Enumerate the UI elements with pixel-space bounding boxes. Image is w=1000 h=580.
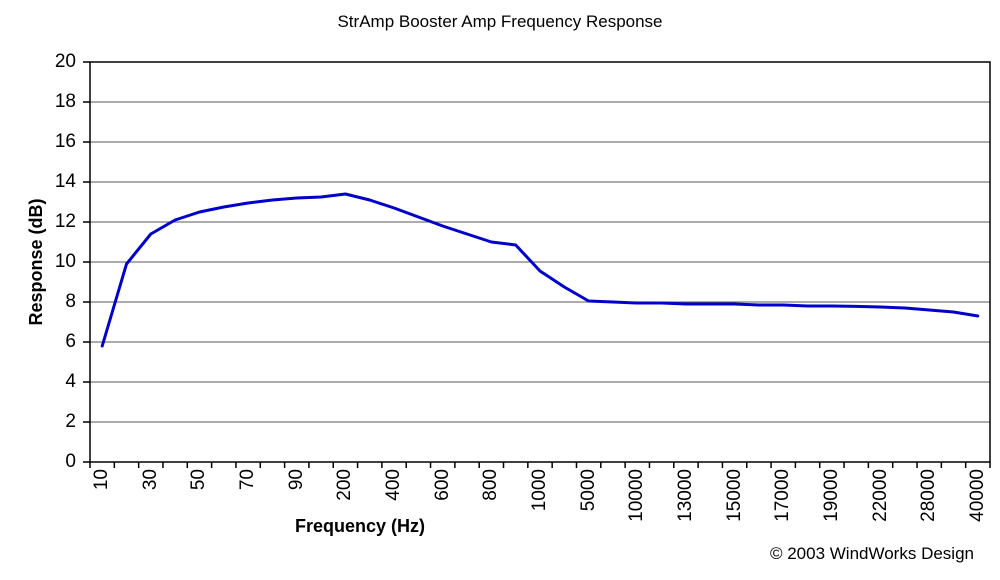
y-tick-label: 2 (65, 411, 76, 432)
x-tick-label: 50 (188, 469, 210, 491)
chart-title: StrAmp Booster Amp Frequency Response (337, 12, 663, 31)
y-tick-label: 8 (65, 291, 76, 312)
y-tick-label: 12 (54, 211, 76, 232)
x-tick-label: 28000 (918, 469, 940, 522)
x-tick-label: 10 (91, 469, 113, 491)
y-tick-label: 4 (65, 371, 76, 392)
y-tick-label: 16 (54, 131, 76, 152)
x-tick-label: 10000 (626, 469, 648, 522)
x-tick-label: 1000 (529, 469, 550, 512)
x-tick-label: 800 (480, 469, 502, 501)
x-tick-label: 13000 (674, 469, 696, 522)
response-curve (100, 192, 980, 348)
y-tick-label: 0 (65, 451, 76, 472)
x-tick-label: 5000 (577, 469, 599, 512)
x-tick-label: 40000 (966, 469, 988, 522)
x-tick-label: 22000 (869, 469, 891, 522)
copyright-text: © 2003 WindWorks Design (769, 544, 974, 563)
y-tick-label: 10 (54, 251, 76, 272)
y-tick-label: 14 (54, 171, 76, 192)
x-axis-title: Frequency (Hz) (294, 516, 426, 536)
y-tick-label: 6 (65, 331, 76, 352)
x-tick-label: 15000 (723, 469, 745, 522)
y-tick-label: 20 (54, 51, 76, 72)
y-tick-label: 18 (54, 91, 76, 112)
x-tick-label: 30 (139, 469, 161, 491)
x-tick-label: 17000 (772, 469, 794, 522)
x-tick-label: 19000 (820, 469, 842, 522)
y-axis-title: Response (dB) (26, 198, 46, 326)
